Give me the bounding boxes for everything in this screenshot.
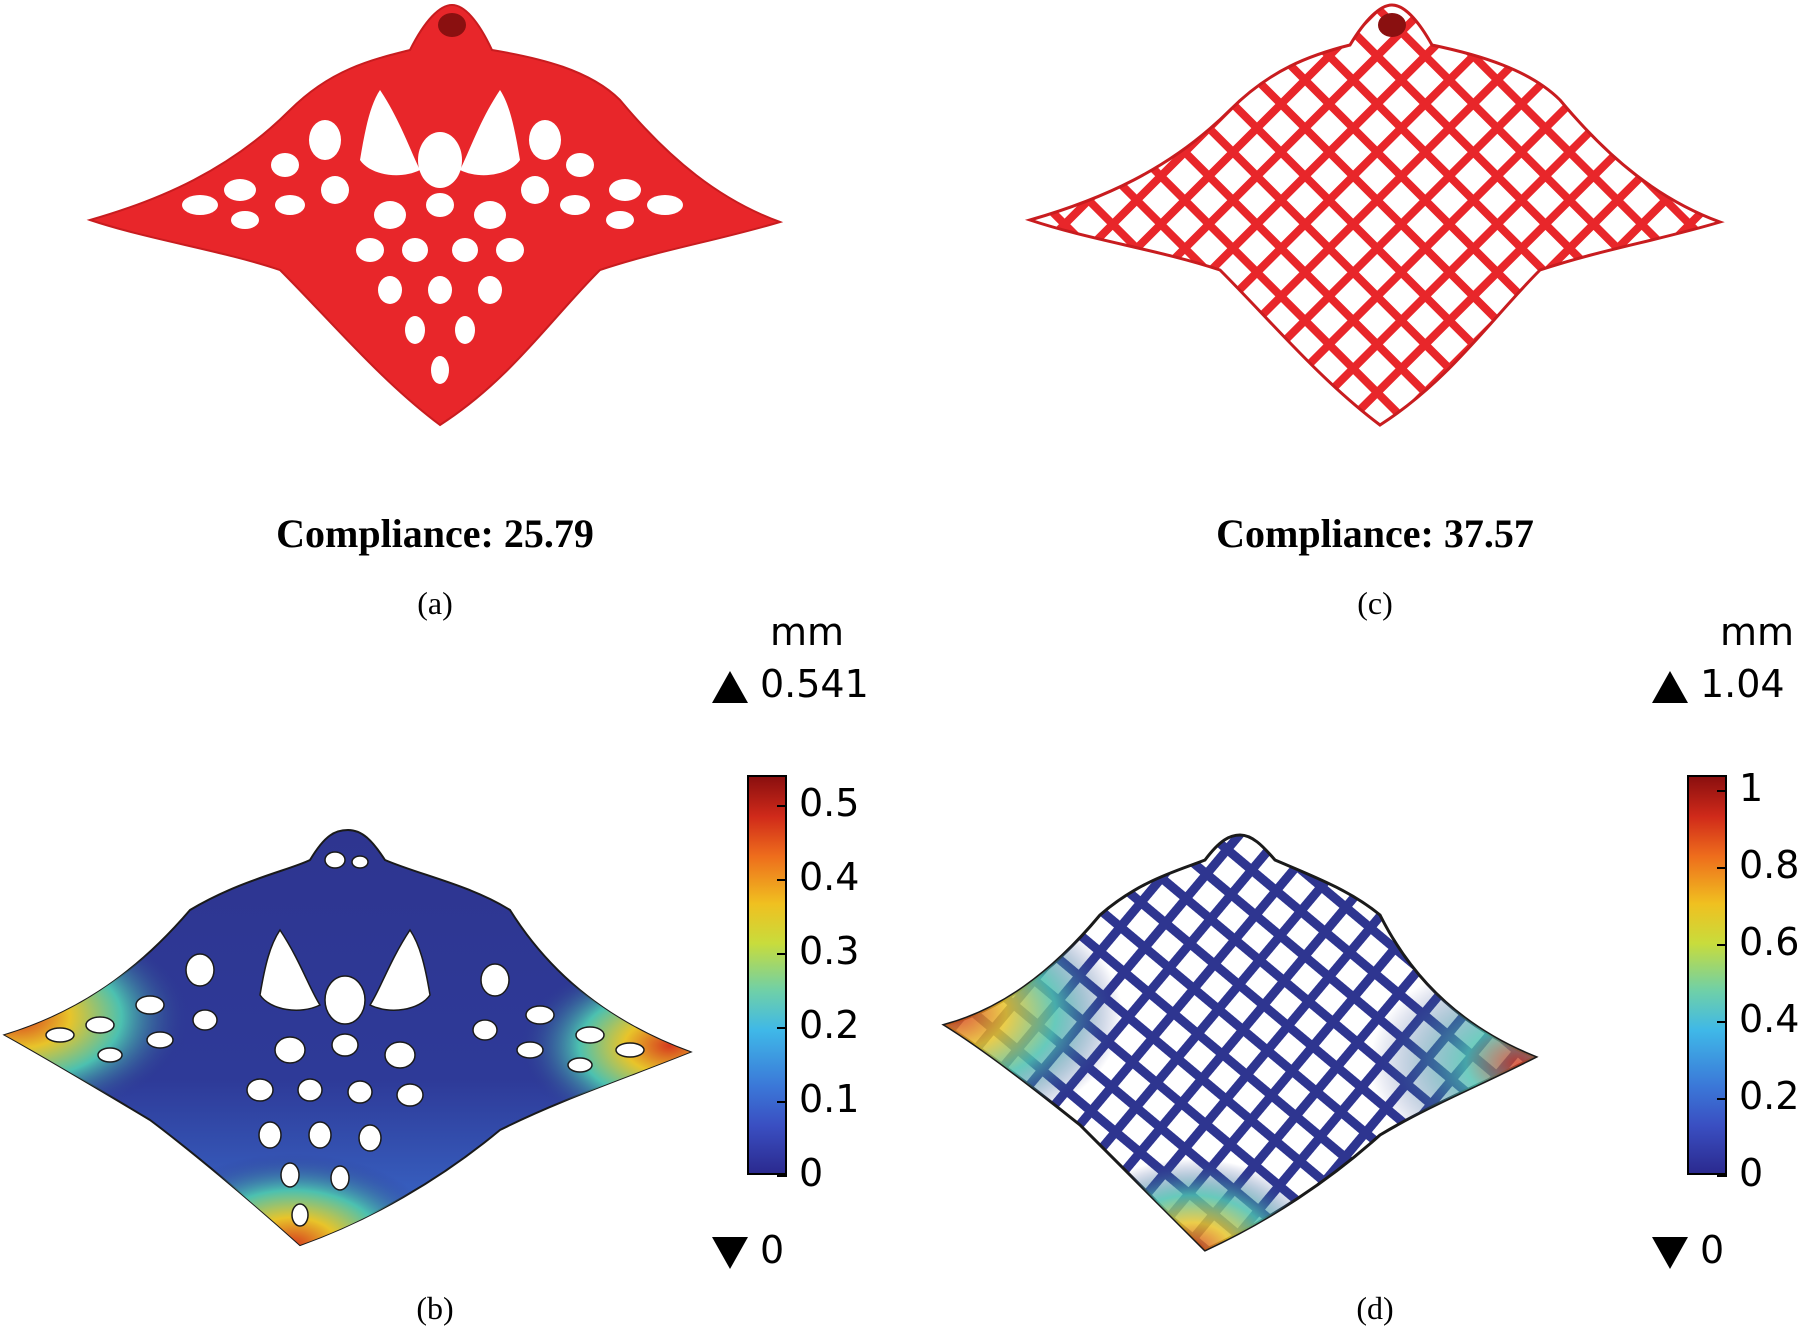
colorbar-d-unit: mm [1720,610,1795,654]
colorbar-tick-label: 0 [799,1151,824,1195]
colorbar-tick-label: 0.6 [1739,920,1800,965]
shell-c-illustration [1024,3,1725,427]
colorbar-tick-label: 0 [1739,1151,1764,1195]
colorbar-b-max-value: 0.541 [760,662,869,706]
colorbar-tick-mark [777,805,787,808]
colorbar-d-min: 0 [1652,1228,1724,1272]
shell-b-illustration [2,828,693,1247]
colorbar-tick-mark [777,953,787,955]
colorbar-d [1687,775,1727,1175]
panel-d: mm 1.04 1 0.8 0.6 0.4 0.2 0 0 (d) [900,610,1800,1328]
panel-c: Compliance: 37.57 (c) [900,0,1800,621]
subfigure-label-b: (b) [416,1290,454,1326]
colorbar-tick-label: 0.1 [799,1077,860,1121]
colorbar-b-min: 0 [712,1228,784,1272]
compliance-c: Compliance: 37.57 [1216,511,1534,556]
colorbar-tick-mark [777,1101,787,1103]
colorbar-tick-mark [777,879,787,881]
colorbar-tick-label: 0.2 [1739,1074,1800,1119]
compliance-a: Compliance: 25.79 [276,511,594,556]
colorbar-tick-label: 0.8 [1739,843,1800,887]
colorbar-tick-mark [1717,1021,1727,1023]
colorbar-b [747,775,787,1175]
colorbar-tick-label: 0.5 [799,781,860,826]
colorbar-tick-mark [1717,944,1727,947]
colorbar-tick-label: 0.4 [799,855,860,899]
colorbar-b-max: 0.541 [712,662,869,706]
colorbar-tick-mark [1717,1098,1727,1101]
shell-d-illustration [941,833,1539,1252]
colorbar-tick-mark [1717,867,1727,869]
subfigure-label-a: (a) [417,585,453,621]
subfigure-label-c: (c) [1357,585,1393,621]
panel-a: Compliance: 25.79 (a) [0,0,900,621]
subfigure-label-d: (d) [1356,1290,1394,1326]
colorbar-tick-mark [777,1027,787,1029]
colorbar-tick-label: 0.4 [1739,997,1800,1041]
min-triangle-icon [1652,1236,1688,1269]
colorbar-tick-label: 0.3 [799,929,860,973]
colorbar-tick-mark [777,1175,787,1177]
colorbar-d-max-value: 1.04 [1700,662,1785,706]
colorbar-tick-mark [1717,790,1727,793]
max-triangle-icon [1652,670,1688,703]
colorbar-tick-label: 1 [1739,766,1764,811]
shell-a-illustration [86,3,784,427]
colorbar-tick-label: 0.2 [799,1003,860,1047]
colorbar-tick-mark [1717,1175,1727,1177]
colorbar-b-min-value: 0 [760,1228,785,1272]
colorbar-d-min-value: 0 [1700,1228,1725,1272]
min-triangle-icon [712,1236,748,1269]
max-triangle-icon [712,670,748,703]
panel-b: mm 0.541 0.5 0.4 0.3 0.2 0.1 0 0 (b) [0,610,900,1328]
colorbar-b-unit: mm [770,610,845,654]
colorbar-d-max: 1.04 [1652,662,1785,706]
